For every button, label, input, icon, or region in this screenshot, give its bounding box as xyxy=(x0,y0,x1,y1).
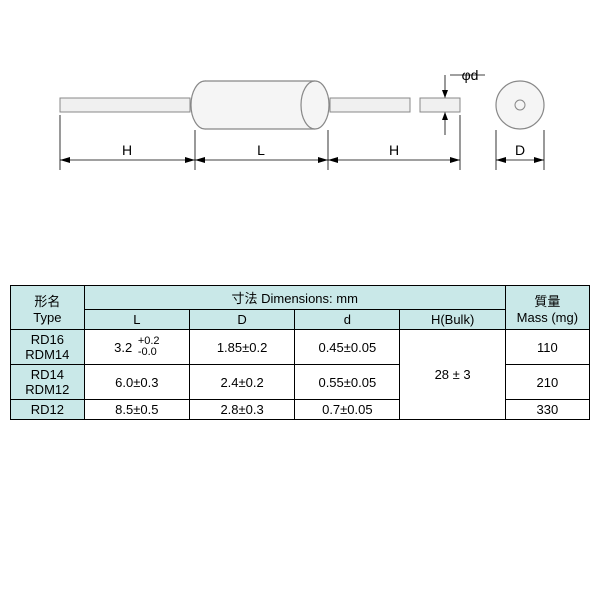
hdr-L: L xyxy=(84,310,189,330)
label-H1: H xyxy=(122,142,132,158)
hdr-d: d xyxy=(295,310,400,330)
hdr-mass: 質量 Mass (mg) xyxy=(505,286,589,330)
hdr-H: H(Bulk) xyxy=(400,310,505,330)
hdr-dims: 寸法 Dimensions: mm xyxy=(84,286,505,310)
label-H2: H xyxy=(389,142,399,158)
hdr-type: 形名 Type xyxy=(11,286,85,330)
resistor-end-view xyxy=(496,81,544,129)
hdr-D: D xyxy=(189,310,294,330)
cell-H-shared: 28 ± 3 xyxy=(400,330,505,420)
label-L: L xyxy=(257,142,265,158)
label-D: D xyxy=(515,142,525,158)
component-diagram: φd H L H xyxy=(30,60,570,240)
resistor-side-view xyxy=(60,81,460,129)
table-row: RD16 RDM14 3.2 +0.2 -0.0 1.85±0.2 0.45±0… xyxy=(11,330,590,365)
spec-table: 形名 Type 寸法 Dimensions: mm 質量 Mass (mg) L… xyxy=(10,285,590,420)
